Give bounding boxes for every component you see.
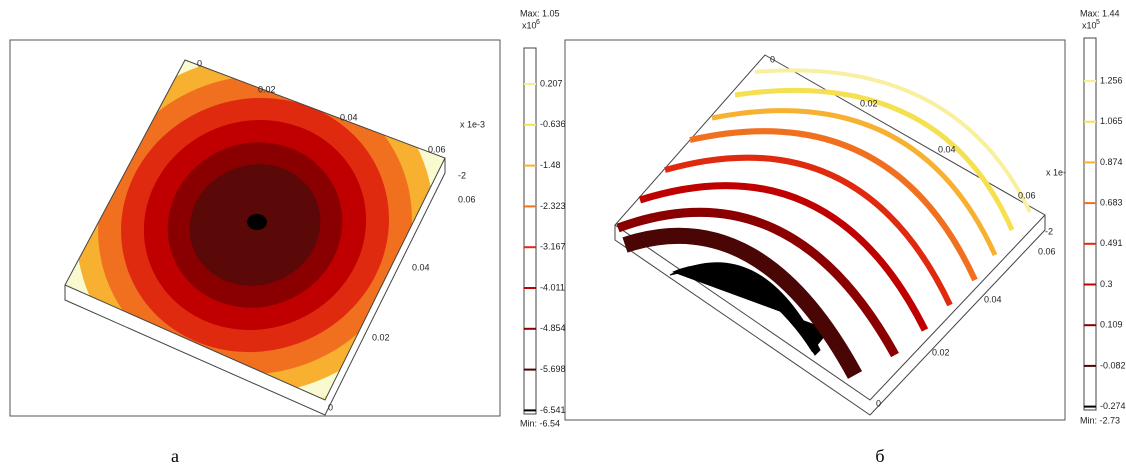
colorbar-tick-label: -0.274 bbox=[1100, 401, 1126, 411]
colorbar-tick-label: -0.082 bbox=[1100, 360, 1126, 370]
axis-label: 0.06 bbox=[1018, 190, 1036, 200]
plot-frame bbox=[564, 39, 1066, 421]
colorbar-exponent-power: 6 bbox=[536, 19, 540, 26]
colorbar-tick-label: 1.065 bbox=[1100, 116, 1123, 126]
axis-label: 0.04 bbox=[938, 144, 956, 154]
axis-label: 0.06 bbox=[428, 144, 446, 154]
axis-label: x 1e-3 bbox=[460, 119, 485, 129]
axis-label: 0 bbox=[328, 402, 333, 412]
colorbar-tick-label: 0.874 bbox=[1100, 157, 1123, 167]
domain-outline bbox=[64, 59, 446, 401]
axis-label: -2 bbox=[458, 170, 466, 180]
colorbar-tick-label: -5.698 bbox=[540, 364, 566, 374]
axis-label: 0 bbox=[197, 58, 202, 68]
axis-label: x 1e- bbox=[1046, 167, 1066, 177]
colorbar-tick-label: -6.541 bbox=[540, 405, 566, 415]
colorbar-tick-label: 0.3 bbox=[1100, 279, 1113, 289]
axis-label: 0 bbox=[876, 398, 881, 408]
axis-label: 0.04 bbox=[984, 294, 1002, 304]
domain-edge bbox=[614, 215, 1046, 416]
colorbar-tick-label: -4.854 bbox=[540, 323, 566, 333]
colorbar-max: Max: 1.05 bbox=[520, 8, 560, 18]
axis-label: 0.02 bbox=[932, 347, 950, 357]
colorbar bbox=[1083, 37, 1097, 411]
colorbar-tick-label: -3.167 bbox=[540, 242, 566, 252]
colorbar-tick-label: 1.256 bbox=[1100, 75, 1123, 85]
axis-label: 0.04 bbox=[340, 112, 358, 122]
colorbar-max: Max: 1.44 bbox=[1080, 8, 1120, 18]
axis-label: 0.02 bbox=[258, 84, 276, 94]
colorbar-exponent-power: 5 bbox=[1096, 19, 1100, 26]
contour-plot bbox=[65, 60, 445, 400]
axis-label: -2 bbox=[1045, 226, 1053, 236]
axis-label: 0.02 bbox=[372, 332, 390, 342]
colorbar-exponent: x10 bbox=[1082, 20, 1097, 30]
caption: б bbox=[875, 446, 884, 466]
axis-label: 0.04 bbox=[412, 262, 430, 272]
colorbar-tick-label: -4.011 bbox=[540, 282, 565, 292]
colorbar-tick-label: -0.636 bbox=[540, 119, 566, 129]
colorbar-tick-label: 0.109 bbox=[1100, 320, 1123, 330]
caption: а bbox=[171, 446, 179, 466]
axis-label: 0.06 bbox=[458, 194, 476, 204]
axis-label: 0.06 bbox=[1038, 246, 1056, 256]
colorbar-tick-label: -1.48 bbox=[540, 160, 561, 170]
axis-label: 0.02 bbox=[860, 98, 878, 108]
colorbar-tick-label: 0.491 bbox=[1100, 238, 1123, 248]
axis-label: 0 bbox=[770, 54, 775, 64]
contour-plot bbox=[616, 68, 1032, 379]
colorbar-min: Min: -2.73 bbox=[1080, 415, 1120, 425]
colorbar-tick-label: 0.683 bbox=[1100, 197, 1123, 207]
colorbar-tick-label: 0.207 bbox=[540, 78, 563, 88]
colorbar bbox=[523, 47, 537, 415]
colorbar-exponent: x10 bbox=[522, 20, 537, 30]
colorbar-tick-label: -2.323 bbox=[540, 201, 566, 211]
colorbar-min: Min: -6.54 bbox=[520, 418, 560, 428]
domain-edge bbox=[64, 158, 446, 416]
